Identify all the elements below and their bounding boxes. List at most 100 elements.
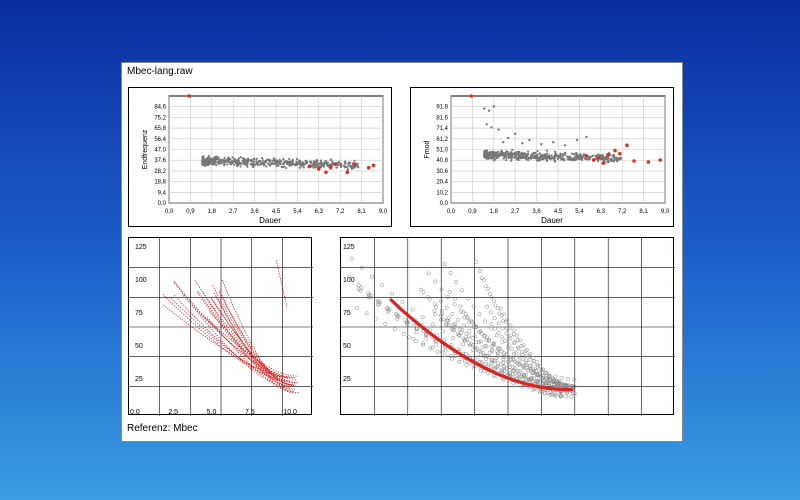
data-point bbox=[499, 335, 504, 340]
data-point bbox=[550, 154, 553, 157]
data-point bbox=[482, 333, 487, 338]
data-point bbox=[517, 362, 522, 367]
data-point bbox=[364, 311, 369, 316]
data-point bbox=[239, 165, 242, 168]
data-point bbox=[454, 279, 459, 284]
data-point bbox=[359, 265, 364, 270]
data-point bbox=[537, 389, 542, 394]
data-point bbox=[406, 335, 411, 340]
data-point bbox=[521, 373, 526, 378]
data-point bbox=[457, 332, 462, 337]
data-point bbox=[541, 374, 546, 379]
data-point bbox=[531, 356, 536, 361]
data-point bbox=[554, 150, 557, 153]
data-point bbox=[377, 302, 382, 307]
data-point bbox=[512, 341, 517, 345]
data-point bbox=[524, 372, 529, 377]
data-point bbox=[529, 377, 533, 382]
data-point bbox=[545, 391, 550, 395]
data-point bbox=[432, 308, 437, 313]
data-point bbox=[562, 152, 565, 155]
data-point bbox=[509, 152, 512, 155]
data-point bbox=[427, 297, 432, 302]
data-point bbox=[523, 353, 528, 358]
data-point bbox=[451, 323, 456, 327]
data-point bbox=[570, 152, 574, 155]
data-point bbox=[315, 159, 318, 162]
data-point bbox=[523, 349, 528, 354]
data-point bbox=[494, 333, 499, 338]
x-tick-label: 4,5 bbox=[554, 209, 563, 215]
data-point bbox=[483, 284, 488, 289]
y-tick-label: 100 bbox=[135, 277, 147, 284]
data-point bbox=[563, 144, 567, 147]
data-point bbox=[575, 154, 579, 157]
data-point bbox=[319, 162, 323, 166]
data-point bbox=[517, 155, 520, 158]
data-point bbox=[505, 156, 508, 159]
data-point bbox=[471, 355, 476, 360]
data-point bbox=[556, 157, 560, 160]
data-point bbox=[202, 155, 205, 158]
data-point bbox=[319, 159, 323, 162]
data-point bbox=[498, 306, 503, 311]
data-point bbox=[502, 312, 506, 317]
data-point bbox=[446, 294, 451, 299]
data-point bbox=[497, 150, 500, 153]
data-point bbox=[548, 390, 553, 395]
data-point bbox=[545, 149, 549, 152]
curve-line bbox=[194, 279, 291, 378]
y-tick-label: 0,0 bbox=[440, 201, 449, 207]
data-point bbox=[479, 331, 484, 336]
data-point bbox=[478, 359, 483, 364]
data-point bbox=[474, 259, 479, 264]
data-point bbox=[508, 155, 511, 159]
data-point bbox=[373, 316, 378, 321]
data-point bbox=[591, 158, 596, 162]
data-point bbox=[349, 165, 352, 169]
data-point bbox=[497, 128, 500, 131]
data-point bbox=[646, 160, 651, 164]
data-point bbox=[329, 158, 333, 161]
data-point bbox=[489, 347, 494, 352]
data-point bbox=[366, 165, 371, 170]
x-tick-label: 0,9 bbox=[186, 209, 195, 215]
analysis-window: Mbec-lang.raw 0,0 0,9 1,8 2,7 3,6 4,5 5,4 6,3 7,… bbox=[121, 62, 683, 442]
data-point bbox=[403, 318, 408, 322]
data-point bbox=[493, 326, 497, 331]
y-tick-label: 91,8 bbox=[436, 105, 448, 111]
data-point bbox=[549, 392, 554, 397]
data-point bbox=[444, 305, 449, 310]
data-point bbox=[499, 313, 504, 318]
data-point bbox=[572, 384, 577, 389]
x-tick-label: 6,3 bbox=[597, 209, 606, 215]
data-point bbox=[496, 154, 499, 157]
data-point bbox=[539, 155, 543, 159]
data-point bbox=[457, 327, 462, 332]
data-point bbox=[561, 154, 564, 158]
data-point bbox=[267, 162, 270, 165]
data-point bbox=[376, 299, 381, 304]
data-point bbox=[498, 153, 501, 156]
data-point bbox=[658, 158, 663, 162]
data-point bbox=[236, 164, 239, 168]
data-point bbox=[352, 162, 357, 167]
x-tick-label: 6,3 bbox=[315, 209, 324, 215]
data-point bbox=[461, 342, 466, 347]
data-point bbox=[613, 148, 617, 153]
curve-line bbox=[173, 294, 291, 382]
data-point bbox=[400, 299, 405, 304]
x-tick-label: 9,0 bbox=[661, 209, 670, 215]
data-point bbox=[534, 154, 537, 158]
data-point bbox=[471, 343, 476, 348]
data-point bbox=[484, 357, 489, 362]
data-point bbox=[529, 156, 532, 159]
data-point bbox=[487, 338, 491, 343]
data-point bbox=[481, 278, 486, 283]
data-point bbox=[500, 369, 505, 374]
data-point bbox=[425, 295, 430, 299]
data-point bbox=[302, 166, 305, 169]
data-point bbox=[508, 333, 513, 338]
data-point bbox=[238, 161, 241, 164]
